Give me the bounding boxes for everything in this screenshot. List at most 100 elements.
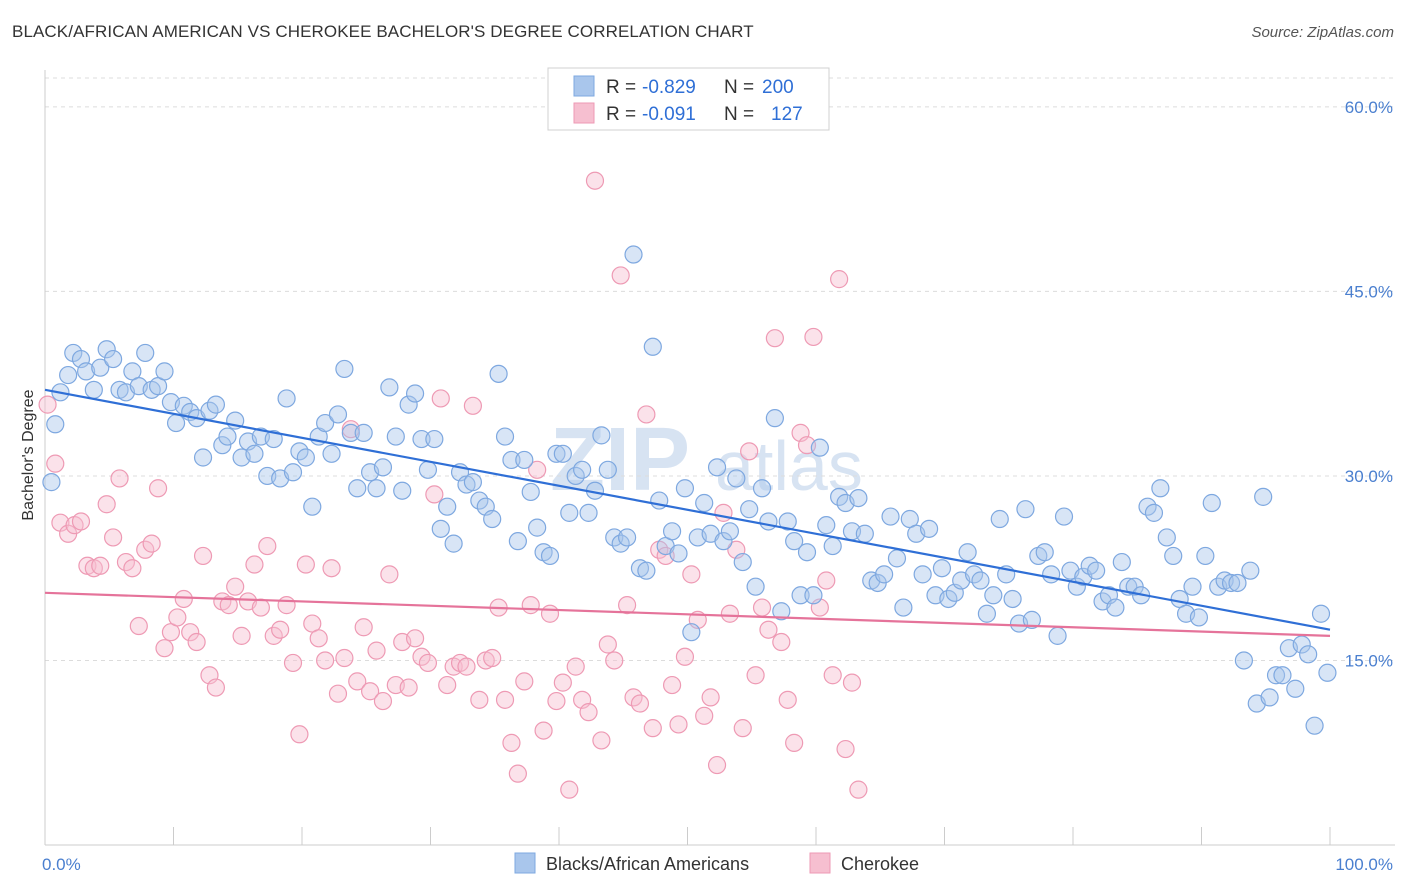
cherokee-point-13 [123, 559, 142, 578]
cherokee-point-28 [219, 596, 238, 615]
black-point-117 [791, 586, 810, 605]
black-point-81 [560, 503, 579, 522]
cherokee-point-29 [226, 577, 245, 596]
cherokee-point-73 [508, 764, 527, 783]
cherokee-point-71 [495, 690, 515, 709]
black-point-32 [245, 444, 264, 463]
black-point-146 [977, 604, 997, 623]
cherokee-point-86 [592, 731, 611, 750]
legend-n-label-2: N = [724, 104, 754, 125]
cherokee-point-22 [181, 623, 200, 642]
axes [44, 70, 1395, 846]
cherokee-point-87 [598, 635, 617, 654]
black-point-126 [849, 488, 868, 508]
black-point-24 [193, 448, 213, 467]
cherokee-point-23 [187, 632, 206, 652]
black-point-133 [894, 598, 913, 617]
cherokee-point-21 [174, 589, 193, 609]
black-point-174 [1157, 528, 1176, 547]
black-point-57 [405, 384, 425, 403]
black-point-145 [971, 571, 990, 590]
cherokee-point-46 [335, 648, 354, 668]
cherokee-point-61 [431, 389, 450, 408]
cherokee-point-38 [283, 653, 303, 673]
black-point-49 [354, 423, 373, 442]
black-point-102 [695, 493, 714, 513]
black-point-189 [1254, 487, 1273, 506]
black-point-59 [418, 460, 438, 479]
black-point-167 [1112, 552, 1131, 572]
black-point-26 [206, 395, 226, 414]
cherokee-point-69 [483, 648, 502, 668]
black-point-20 [166, 413, 186, 433]
black-point-137 [919, 519, 939, 538]
cherokee-point-126 [849, 780, 868, 799]
black-point-52 [373, 458, 393, 477]
cherokee-point-42 [309, 629, 328, 648]
cherokee-point-59 [418, 653, 438, 673]
cherokee-point-113 [765, 329, 784, 348]
black-point-194 [1286, 679, 1305, 698]
black-point-197 [1305, 716, 1324, 735]
legend-n-value-1: 200 [762, 77, 794, 98]
black-point-71 [495, 427, 515, 446]
black-point-73 [508, 532, 527, 551]
cherokee-point-112 [759, 620, 778, 639]
black-point-55 [393, 481, 412, 500]
black-point-178 [1183, 577, 1202, 596]
black-point-173 [1151, 479, 1170, 498]
black-point-110 [746, 577, 765, 596]
cherokee-points [38, 171, 868, 799]
cherokee-point-88 [605, 651, 624, 670]
cherokee-point-11 [110, 469, 129, 488]
black-point-47 [341, 423, 360, 442]
black-point-43 [316, 413, 335, 433]
black-point-118 [797, 543, 817, 562]
watermark-atlas: atlas [715, 427, 863, 505]
black-point-91 [624, 245, 643, 264]
bottom-legend-label-pink: Cherokee [841, 854, 919, 874]
legend-r-label-2: R = [606, 104, 636, 125]
series-legend: Blacks/African Americans Cherokee [514, 852, 919, 874]
cherokee-point-34 [258, 536, 277, 556]
cherokee-point-10 [104, 528, 123, 547]
cherokee-point-93 [637, 405, 656, 424]
cherokee-point-57 [405, 629, 425, 648]
cherokee-point-9 [97, 495, 116, 514]
cherokee-point-92 [630, 694, 650, 713]
x-tick-label-left: 0.0% [42, 855, 81, 874]
cherokee-point-50 [361, 682, 380, 701]
cherokee-point-60 [425, 485, 444, 504]
black-point-152 [1016, 500, 1035, 519]
cherokee-point-108 [733, 719, 752, 738]
black-point-45 [328, 405, 348, 424]
x-tick-label-right: 100.0% [1335, 855, 1393, 874]
legend-box [547, 67, 830, 131]
black-point-76 [528, 518, 547, 537]
black-point-155 [1035, 543, 1054, 562]
black-point-80 [553, 444, 572, 463]
gridlines [45, 77, 1395, 661]
cherokee-point-104 [707, 755, 727, 775]
black-points [42, 245, 1337, 735]
legend-n-value-2: 127 [771, 104, 803, 125]
cherokee-point-48 [348, 672, 367, 691]
black-point-113 [765, 409, 784, 428]
black-point-157 [1048, 626, 1067, 645]
black-point-198 [1311, 604, 1331, 623]
cherokee-point-111 [752, 598, 772, 617]
cherokee-point-105 [714, 503, 733, 522]
cherokee-point-65 [457, 657, 476, 676]
cherokee-point-24 [193, 546, 213, 566]
black-point-190 [1260, 688, 1279, 707]
black-point-98 [669, 544, 688, 563]
y-axis-title: Bachelor's Degree [20, 389, 37, 520]
cherokee-point-98 [669, 715, 688, 734]
cherokee-point-40 [296, 555, 315, 574]
cherokee-point-121 [817, 571, 836, 590]
cherokee-point-81 [560, 780, 579, 799]
black-point-180 [1196, 546, 1215, 566]
black-point-41 [303, 497, 322, 516]
black-point-93 [637, 561, 656, 580]
black-point-8 [91, 358, 110, 377]
